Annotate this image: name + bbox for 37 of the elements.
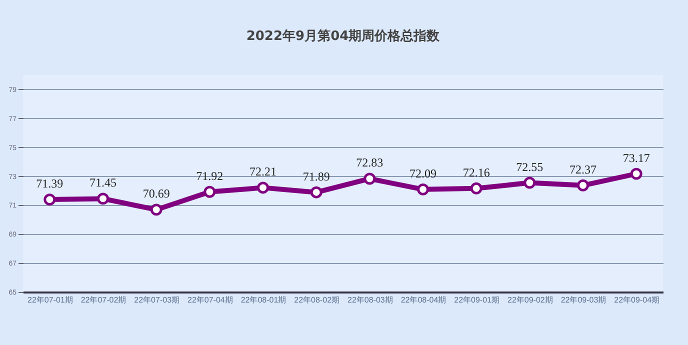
data-label: 72.16	[462, 165, 490, 180]
data-label: 72.21	[250, 164, 276, 179]
data-label: 73.17	[622, 150, 650, 165]
point	[630, 168, 642, 180]
x-tick-label: 22年07-04期	[187, 296, 233, 304]
x-tick-label: 22年09-02期	[507, 296, 553, 304]
x-tick-label: 22年09-01期	[454, 296, 500, 304]
point	[364, 172, 376, 185]
data-label: 71.89	[302, 169, 330, 184]
x-tick-label: 22年09-04期	[614, 296, 660, 304]
x-tick-label: 22年07-03期	[134, 296, 180, 304]
x-tick-label: 22年07-02期	[80, 296, 126, 304]
data-label: 71.39	[36, 176, 64, 191]
point	[150, 204, 162, 216]
point	[310, 186, 322, 198]
x-tick-label: 22年08-04期	[400, 296, 446, 304]
data-label: 71.45	[90, 176, 116, 190]
chart-title: 2022年9月第04期周价格总指数	[246, 28, 441, 44]
x-tick-label: 22年08-03期	[347, 296, 393, 304]
x-tick-label: 22年08-02期	[294, 296, 340, 304]
x-tick-label: 22年07-01期	[27, 296, 73, 304]
x-tick-label: 22年09-03期	[560, 296, 606, 304]
point	[470, 182, 482, 194]
point	[257, 182, 269, 194]
point	[44, 194, 56, 206]
data-label: 70.69	[142, 186, 170, 201]
x-tick-label: 22年08-01期	[240, 296, 286, 304]
point	[97, 192, 109, 205]
point	[524, 176, 536, 189]
data-label: 72.55	[516, 160, 544, 174]
point	[204, 186, 216, 198]
data-label: 72.83	[356, 156, 384, 170]
point	[417, 183, 429, 196]
point	[577, 179, 589, 192]
data-label: 72.09	[410, 166, 436, 180]
data-label: 71.92	[196, 168, 224, 183]
data-label: 72.37	[570, 162, 596, 176]
